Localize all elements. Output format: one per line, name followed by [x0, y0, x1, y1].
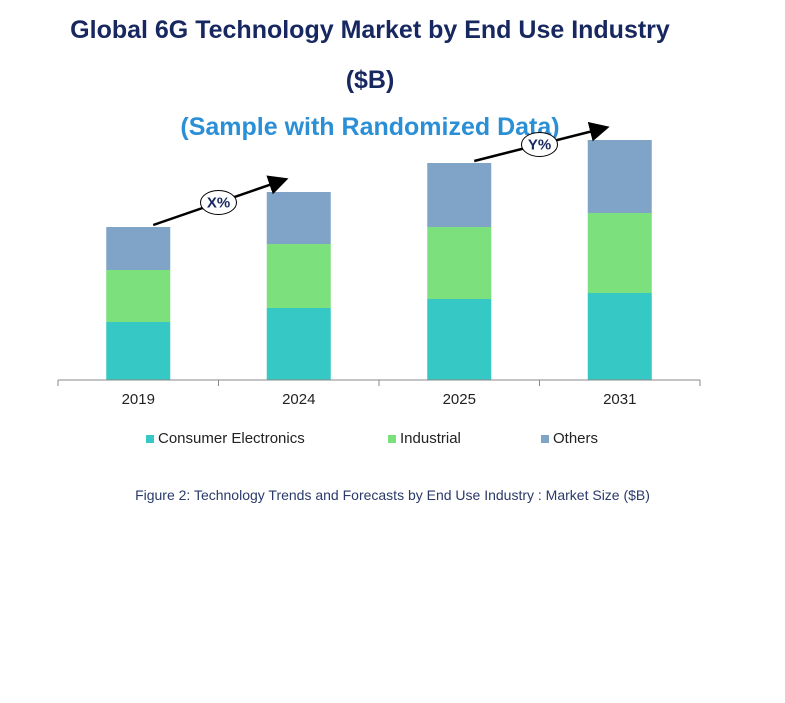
legend-swatch-consumer-electronics: [146, 434, 154, 443]
bar-segment-others-2019: [106, 227, 171, 270]
bar-segment-industrial-2025: [427, 227, 492, 299]
bar-segment-industrial-2031: [587, 213, 652, 293]
growth-rate-label-1: X%: [207, 195, 230, 212]
bar-segment-industrial-2019: [106, 270, 171, 322]
growth-rate-label-2: Y%: [528, 137, 551, 154]
legend-item-others: Others: [541, 430, 598, 447]
bar-segment-others-2024: [266, 192, 331, 244]
growth-rate-bubble-2: [521, 132, 558, 157]
legend-item-industrial: Industrial: [388, 430, 461, 447]
bar-segment-others-2025: [427, 163, 492, 227]
x-tick-label-2025: 2025: [443, 391, 476, 408]
legend-swatch-others: [541, 434, 549, 443]
chart-title: Global 6G Technology Market by End Use I…: [70, 16, 670, 44]
x-tick-label-2031: 2031: [603, 391, 636, 408]
legend-label-others: Others: [553, 430, 599, 447]
legend: Consumer Electronics Industrial Others: [0, 430, 785, 450]
chart-subtitle: (Sample with Randomized Data): [180, 113, 560, 141]
bar-segment-consumer-electronics-2024: [266, 308, 331, 380]
figure-caption: Figure 2: Technology Trends and Forecast…: [135, 487, 650, 503]
bar-segment-consumer-electronics-2031: [587, 293, 652, 380]
growth-rate-bubble-1: [200, 190, 237, 215]
legend-label-industrial: Industrial: [400, 430, 461, 447]
legend-label-consumer-electronics: Consumer Electronics: [158, 430, 305, 447]
chart-title-unit: ($B): [345, 66, 395, 94]
legend-item-consumer-electronics: Consumer Electronics: [146, 430, 305, 447]
x-tick-label-2024: 2024: [282, 391, 315, 408]
bar-segment-others-2031: [587, 140, 652, 213]
x-tick-label-2019: 2019: [122, 391, 155, 408]
bar-segment-consumer-electronics-2019: [106, 322, 171, 380]
legend-swatch-industrial: [388, 434, 396, 443]
bar-segment-industrial-2024: [266, 244, 331, 308]
bar-segment-consumer-electronics-2025: [427, 299, 492, 380]
